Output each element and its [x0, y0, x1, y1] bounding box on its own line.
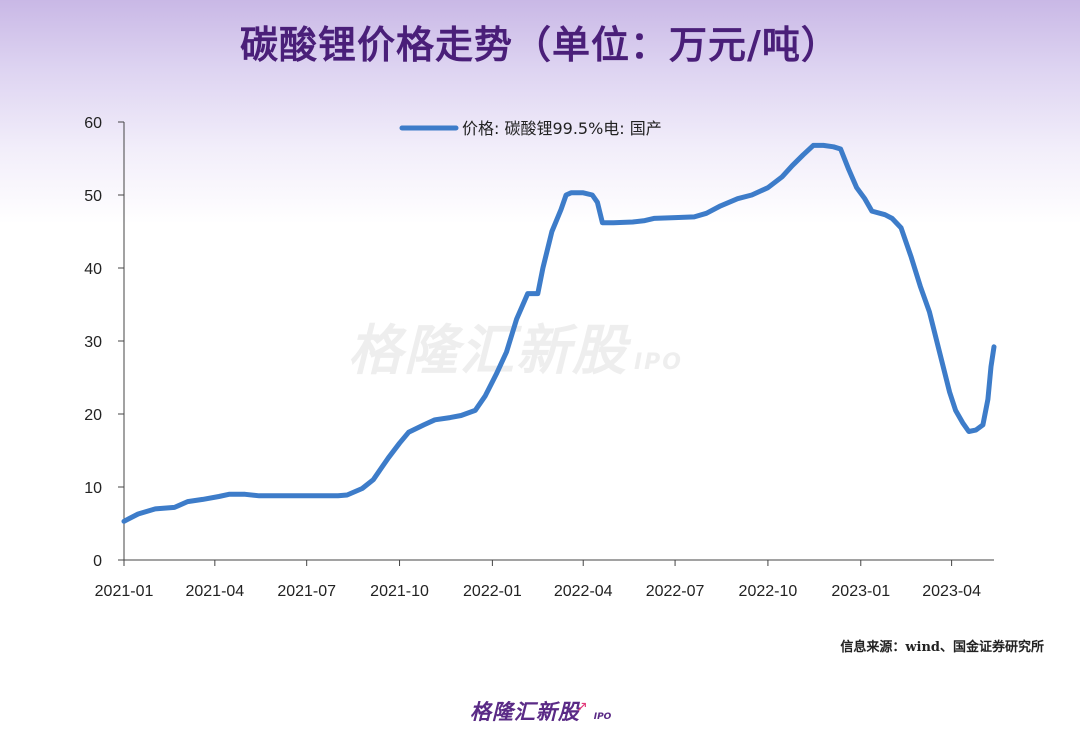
y-tick-label: 50	[84, 188, 102, 205]
watermark: 格隆汇新股 IPO	[348, 306, 683, 385]
chart-series-layer	[121, 142, 997, 524]
watermark-text: 格隆汇新股	[348, 319, 628, 382]
x-tick-label: 2023-04	[922, 583, 981, 600]
page-title: 碳酸锂价格走势（单位：万元/吨）	[240, 22, 840, 67]
y-tick-label: 30	[84, 334, 102, 351]
x-tick-label: 2021-07	[277, 583, 336, 600]
y-tick-label: 60	[84, 115, 102, 132]
x-tick-label: 2022-10	[739, 583, 798, 600]
chart-axes: 0 10 20 30 40 50 60 2021-01 2021-04 2021-07 2021-1…	[84, 115, 994, 600]
x-tick-label: 2022-01	[463, 583, 522, 600]
y-tick-label: 10	[84, 480, 102, 497]
y-tick-label: 20	[84, 407, 102, 424]
x-tick-label: 2021-01	[95, 583, 154, 600]
watermark-sub: IPO	[634, 350, 684, 375]
x-tick-label: 2023-01	[831, 583, 890, 600]
y-tick-label: 40	[84, 261, 102, 278]
brand-logo-text: 格隆汇新股	[470, 700, 580, 724]
brand-logo: 格隆汇新股↗ IPO	[470, 696, 640, 732]
x-tick-label: 2021-10	[370, 583, 429, 600]
series-line	[121, 142, 997, 524]
legend-label: 价格: 碳酸锂99.5%电: 国产	[462, 119, 662, 138]
chart-legend: 价格: 碳酸锂99.5%电: 国产	[399, 119, 662, 138]
source-note: 信息来源：wind、国金证券研究所	[840, 640, 1044, 655]
x-tick-label: 2022-04	[554, 583, 613, 600]
trend-arrow-icon: ↗	[576, 699, 588, 715]
y-tick-label: 0	[93, 553, 102, 570]
brand-logo-sub: IPO	[593, 712, 612, 722]
x-tick-label: 2022-07	[646, 583, 705, 600]
x-tick-label: 2021-04	[185, 583, 244, 600]
